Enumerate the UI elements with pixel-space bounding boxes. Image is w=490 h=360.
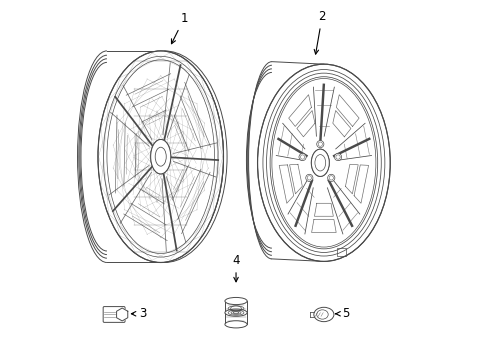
Ellipse shape bbox=[314, 307, 334, 321]
Circle shape bbox=[328, 174, 335, 181]
Circle shape bbox=[335, 153, 342, 161]
Text: 5: 5 bbox=[336, 307, 349, 320]
Text: 2: 2 bbox=[314, 10, 326, 54]
Circle shape bbox=[299, 153, 306, 161]
Circle shape bbox=[317, 140, 324, 148]
Ellipse shape bbox=[272, 78, 376, 247]
Ellipse shape bbox=[151, 139, 171, 174]
Ellipse shape bbox=[225, 309, 247, 316]
Ellipse shape bbox=[311, 149, 329, 176]
Ellipse shape bbox=[98, 51, 223, 262]
Ellipse shape bbox=[151, 139, 171, 174]
Ellipse shape bbox=[311, 149, 329, 176]
Text: 4: 4 bbox=[232, 254, 240, 282]
Ellipse shape bbox=[225, 321, 247, 328]
Text: 3: 3 bbox=[131, 307, 147, 320]
Polygon shape bbox=[117, 308, 128, 321]
Circle shape bbox=[306, 174, 313, 181]
Text: 1: 1 bbox=[172, 12, 188, 44]
Ellipse shape bbox=[225, 297, 247, 305]
FancyBboxPatch shape bbox=[103, 307, 125, 322]
Ellipse shape bbox=[258, 64, 390, 261]
